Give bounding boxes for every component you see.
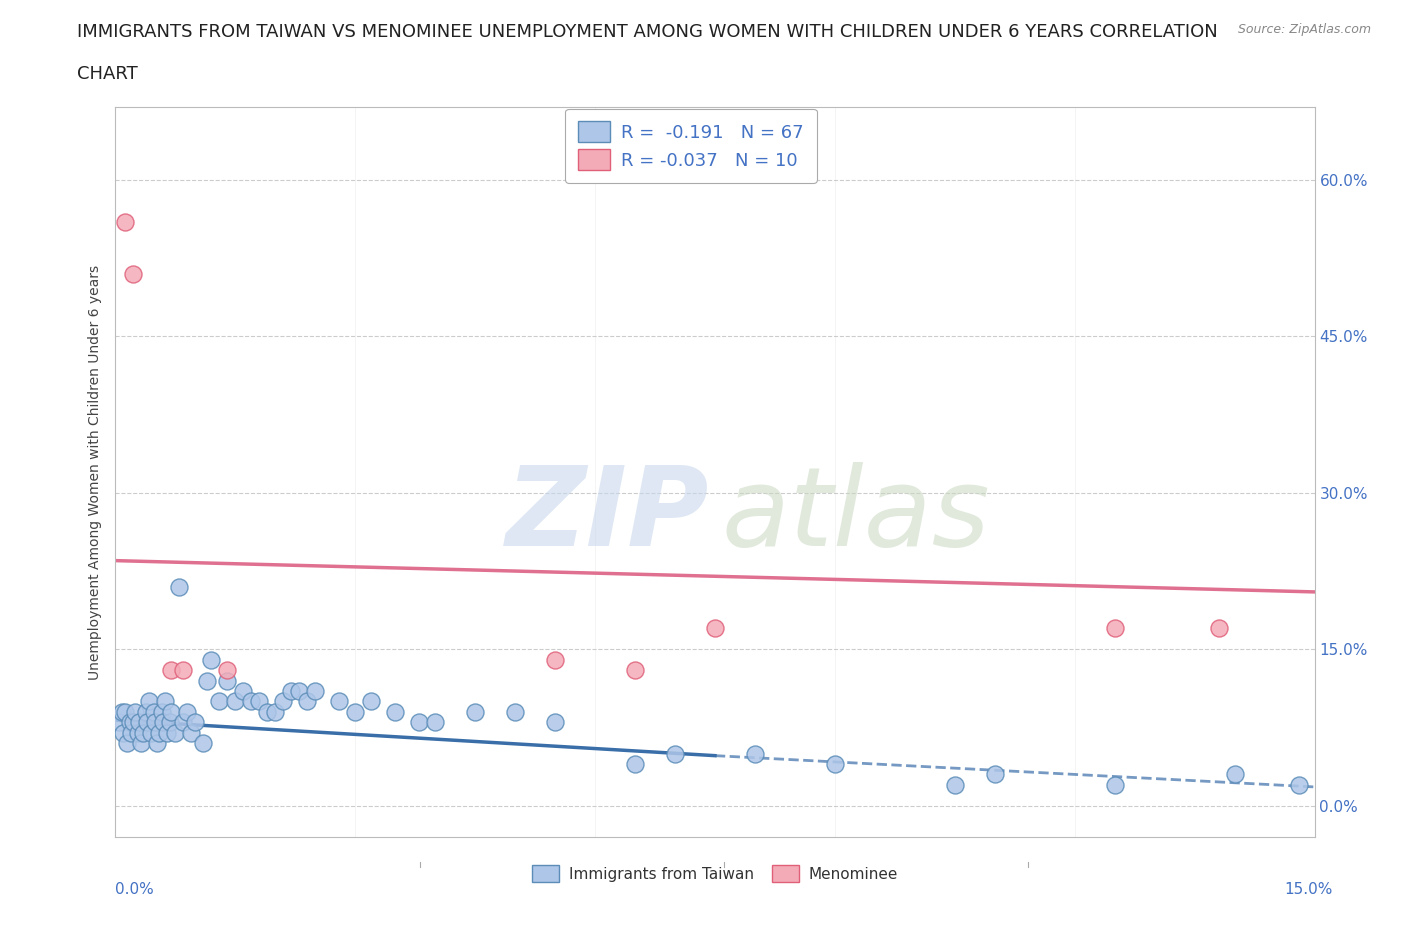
Point — [240, 694, 263, 709]
Point — [624, 757, 647, 772]
Point — [143, 715, 166, 730]
Point — [184, 715, 207, 730]
Point — [172, 663, 194, 678]
Point — [150, 704, 173, 719]
Point — [148, 725, 170, 740]
Point — [120, 725, 142, 740]
Point — [704, 621, 727, 636]
Point — [128, 715, 150, 730]
Text: atlas: atlas — [721, 462, 990, 569]
Y-axis label: Unemployment Among Women with Children Under 6 years: Unemployment Among Women with Children U… — [89, 264, 103, 680]
Point — [132, 725, 155, 740]
Point — [1208, 621, 1230, 636]
Point — [138, 694, 160, 709]
Point — [108, 715, 131, 730]
Point — [142, 704, 165, 719]
Text: CHART: CHART — [77, 65, 138, 83]
Point — [200, 652, 222, 667]
Point — [232, 684, 254, 698]
Point — [111, 704, 134, 719]
Point — [280, 684, 302, 698]
Point — [153, 694, 176, 709]
Legend: Immigrants from Taiwan, Menominee: Immigrants from Taiwan, Menominee — [523, 856, 907, 892]
Point — [295, 694, 318, 709]
Point — [127, 725, 149, 740]
Point — [256, 704, 278, 719]
Point — [503, 704, 526, 719]
Point — [1288, 777, 1310, 792]
Point — [217, 663, 239, 678]
Point — [304, 684, 326, 698]
Point — [129, 736, 152, 751]
Point — [122, 266, 145, 281]
Text: 0.0%: 0.0% — [115, 882, 155, 897]
Point — [664, 746, 686, 761]
Point — [180, 725, 202, 740]
Point — [824, 757, 846, 772]
Point — [124, 704, 146, 719]
Point — [224, 694, 246, 709]
Point — [328, 694, 350, 709]
Point — [1104, 777, 1126, 792]
Point — [195, 673, 218, 688]
Point — [943, 777, 966, 792]
Point — [160, 704, 183, 719]
Point — [122, 715, 145, 730]
Point — [160, 663, 183, 678]
Point — [146, 736, 169, 751]
Point — [208, 694, 231, 709]
Point — [159, 715, 181, 730]
Point — [152, 715, 174, 730]
Text: ZIP: ZIP — [505, 462, 709, 569]
Point — [167, 579, 190, 594]
Point — [117, 736, 139, 751]
Point — [118, 715, 141, 730]
Point — [624, 663, 647, 678]
Text: Source: ZipAtlas.com: Source: ZipAtlas.com — [1237, 23, 1371, 36]
Point — [360, 694, 382, 709]
Point — [544, 715, 567, 730]
Point — [217, 673, 239, 688]
Point — [141, 725, 163, 740]
Point — [744, 746, 766, 761]
Point — [544, 652, 567, 667]
Text: 15.0%: 15.0% — [1285, 882, 1333, 897]
Point — [176, 704, 198, 719]
Point — [112, 725, 135, 740]
Point — [344, 704, 367, 719]
Point — [172, 715, 194, 730]
Point — [136, 715, 159, 730]
Point — [135, 704, 157, 719]
Point — [423, 715, 446, 730]
Point — [114, 704, 136, 719]
Text: IMMIGRANTS FROM TAIWAN VS MENOMINEE UNEMPLOYMENT AMONG WOMEN WITH CHILDREN UNDER: IMMIGRANTS FROM TAIWAN VS MENOMINEE UNEM… — [77, 23, 1218, 41]
Point — [408, 715, 430, 730]
Point — [114, 214, 136, 229]
Point — [464, 704, 486, 719]
Point — [165, 725, 187, 740]
Point — [247, 694, 270, 709]
Point — [271, 694, 294, 709]
Point — [984, 767, 1007, 782]
Point — [156, 725, 179, 740]
Point — [193, 736, 215, 751]
Point — [1223, 767, 1246, 782]
Point — [288, 684, 311, 698]
Point — [1104, 621, 1126, 636]
Point — [384, 704, 406, 719]
Point — [264, 704, 287, 719]
